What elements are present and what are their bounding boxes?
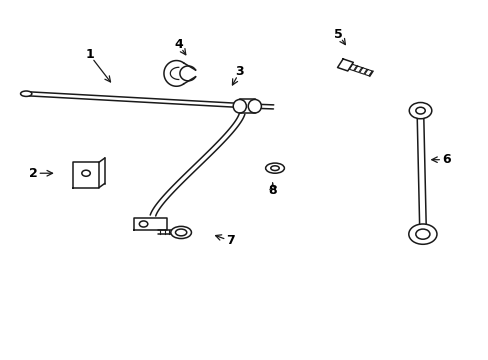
Ellipse shape <box>175 229 186 236</box>
Ellipse shape <box>20 91 32 96</box>
Ellipse shape <box>139 221 147 227</box>
Ellipse shape <box>408 224 436 244</box>
Text: 6: 6 <box>441 153 450 166</box>
Text: 8: 8 <box>268 184 276 197</box>
Ellipse shape <box>248 99 261 113</box>
Text: 3: 3 <box>235 65 244 78</box>
Polygon shape <box>354 66 361 72</box>
Polygon shape <box>364 69 371 76</box>
Ellipse shape <box>81 170 90 176</box>
Ellipse shape <box>270 166 279 171</box>
Ellipse shape <box>170 226 191 239</box>
Polygon shape <box>359 68 366 74</box>
Text: 7: 7 <box>225 234 234 247</box>
Ellipse shape <box>415 229 429 239</box>
Ellipse shape <box>415 107 425 114</box>
Polygon shape <box>348 64 356 71</box>
Ellipse shape <box>265 163 284 173</box>
Text: 4: 4 <box>174 38 183 51</box>
Text: 5: 5 <box>333 28 342 41</box>
Ellipse shape <box>233 99 246 113</box>
Ellipse shape <box>408 103 431 119</box>
Polygon shape <box>337 59 353 71</box>
Text: 1: 1 <box>85 48 94 61</box>
Text: 2: 2 <box>29 167 38 180</box>
